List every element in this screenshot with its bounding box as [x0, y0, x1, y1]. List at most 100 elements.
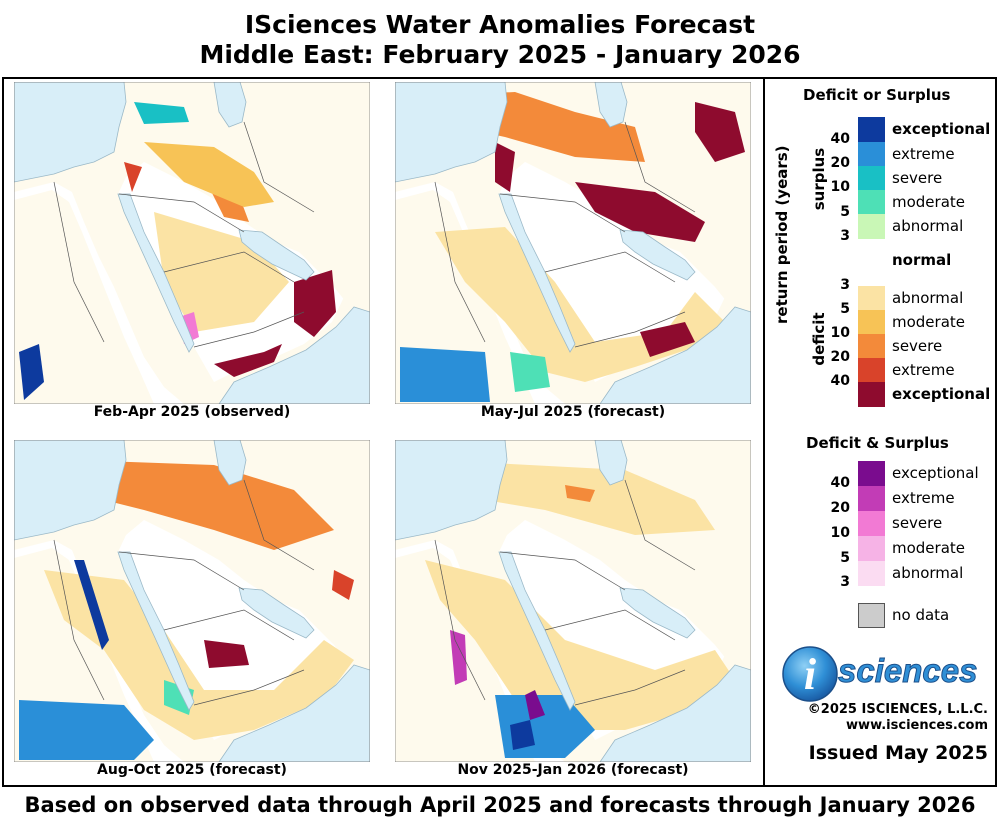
- map-water-body: [619, 587, 696, 639]
- map-water-body: [395, 440, 508, 541]
- country-border: [118, 193, 245, 233]
- middle-east-map-3: [14, 440, 370, 762]
- legend-number: 40: [830, 373, 850, 389]
- issued-date: Issued May 2025: [808, 742, 988, 764]
- legend-swatch-surplus-abnormal: [858, 214, 885, 239]
- country-border: [574, 311, 686, 348]
- country-border: [163, 251, 295, 283]
- map-water-body: [218, 664, 370, 762]
- legend-swatch-surplus-severe: [858, 166, 885, 191]
- legend-label-surplus-moderate: moderate: [892, 193, 966, 211]
- anomaly-region: [154, 212, 289, 332]
- anomaly-region: [19, 344, 44, 400]
- country-border: [53, 181, 105, 343]
- legend-label-deficit-abnormal: abnormal: [892, 289, 964, 307]
- anomaly-region: [19, 700, 154, 760]
- anomaly-region: [575, 182, 705, 242]
- legend-label-no-data: no data: [892, 606, 950, 624]
- anomaly-region: [74, 560, 109, 650]
- copyright-text: ©2025 ISCIENCES, L.L.C.: [807, 702, 988, 717]
- anomaly-region: [74, 460, 334, 550]
- anomaly-region: [695, 102, 745, 162]
- map-water-body: [238, 587, 315, 639]
- legend-label-normal: normal: [892, 251, 952, 269]
- legend-number: 3: [840, 277, 850, 293]
- anomaly-region: [425, 560, 735, 730]
- map-land-area: [395, 82, 751, 404]
- middle-east-map-1: [14, 82, 370, 404]
- map-subtitle: Middle East: February 2025 - January 202…: [199, 40, 801, 69]
- legend-number: 5: [840, 301, 850, 317]
- legend-label-both-moderate: moderate: [892, 539, 966, 557]
- legend-number: 40: [830, 131, 850, 147]
- country-border: [53, 539, 105, 701]
- anomaly-region: [294, 270, 336, 337]
- map-water-body: [238, 229, 315, 281]
- legend-number: 10: [830, 179, 850, 195]
- legend-swatch-deficit-extreme: [858, 358, 885, 383]
- map-water-body: [594, 82, 628, 128]
- map-land-area: [14, 82, 370, 404]
- country-border: [574, 669, 686, 706]
- legend-label-deficit-exceptional: exceptional: [892, 385, 991, 403]
- map-water-body: [213, 440, 247, 486]
- map-water-body: [218, 306, 370, 404]
- country-border: [193, 669, 305, 706]
- country-border: [193, 311, 305, 348]
- legend-swatch-surplus-moderate: [858, 190, 885, 215]
- legend-swatch-deficit-severe: [858, 334, 885, 359]
- legend-label-deficit-moderate: moderate: [892, 313, 966, 331]
- legend-swatch-deficit-moderate: [858, 310, 885, 335]
- country-border: [499, 193, 626, 233]
- logo-wordmark: sciences: [838, 652, 977, 689]
- legend-number: 20: [830, 155, 850, 171]
- legend-number: 10: [830, 525, 850, 541]
- legend-number: 3: [840, 228, 850, 244]
- legend-swatch-surplus-exceptional: [858, 117, 885, 142]
- country-border: [499, 551, 626, 591]
- legend-number: 20: [830, 500, 850, 516]
- anomaly-region: [204, 640, 249, 668]
- legend-label-both-abnormal: abnormal: [892, 564, 964, 582]
- anomaly-region: [44, 570, 354, 740]
- country-border: [118, 551, 245, 591]
- map-panel-nov-jan: [395, 440, 751, 762]
- website-text: www.isciences.com: [846, 718, 988, 733]
- legend-label-surplus-exceptional: exceptional: [892, 120, 991, 138]
- anomaly-region: [124, 162, 142, 192]
- legend-label-surplus-abnormal: abnormal: [892, 217, 964, 235]
- map-water-body: [619, 229, 696, 281]
- legend-number: 20: [830, 349, 850, 365]
- map-land-area: [14, 190, 154, 404]
- anomaly-region: [144, 142, 274, 207]
- map-water-body: [599, 664, 751, 762]
- map-water-body: [599, 306, 751, 404]
- anomaly-region: [525, 690, 545, 720]
- map-panel-aug-oct: [14, 440, 370, 762]
- legend-label-surplus-extreme: extreme: [892, 145, 955, 163]
- map-title: ISciences Water Anomalies Forecast: [244, 10, 756, 39]
- legend-label-surplus-severe: severe: [892, 169, 943, 187]
- map-water-body: [117, 551, 195, 711]
- country-border: [243, 121, 315, 213]
- anomaly-region: [565, 485, 595, 502]
- map-water-body: [14, 82, 127, 183]
- legend-swatch-no-data: [858, 603, 885, 628]
- country-border: [434, 181, 486, 343]
- legend-number: 5: [840, 550, 850, 566]
- legend-swatch-both-severe: [858, 511, 885, 536]
- middle-east-map-4: [395, 440, 751, 762]
- logo-i: i: [804, 650, 817, 699]
- country-border: [434, 539, 486, 701]
- legend-divider: [763, 77, 765, 787]
- isciences-logo: i sciences: [780, 644, 995, 704]
- map-panel-feb-apr: [14, 82, 370, 404]
- map-water-body: [498, 551, 576, 711]
- map-water-body: [14, 440, 127, 541]
- anomaly-region: [400, 347, 490, 402]
- anomaly-region: [134, 102, 189, 124]
- anomaly-region: [640, 322, 695, 357]
- legend-swatch-surplus-extreme: [858, 142, 885, 167]
- map-water-body: [117, 193, 195, 353]
- legend-title-deficit-and-surplus: Deficit & Surplus: [806, 434, 949, 452]
